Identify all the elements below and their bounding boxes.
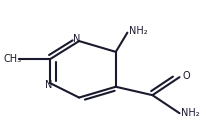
Text: N: N <box>44 80 52 90</box>
Text: N: N <box>74 34 81 44</box>
Text: O: O <box>182 71 190 81</box>
Text: CH₃: CH₃ <box>3 54 21 64</box>
Text: NH₂: NH₂ <box>129 26 148 36</box>
Text: NH₂: NH₂ <box>181 108 200 118</box>
